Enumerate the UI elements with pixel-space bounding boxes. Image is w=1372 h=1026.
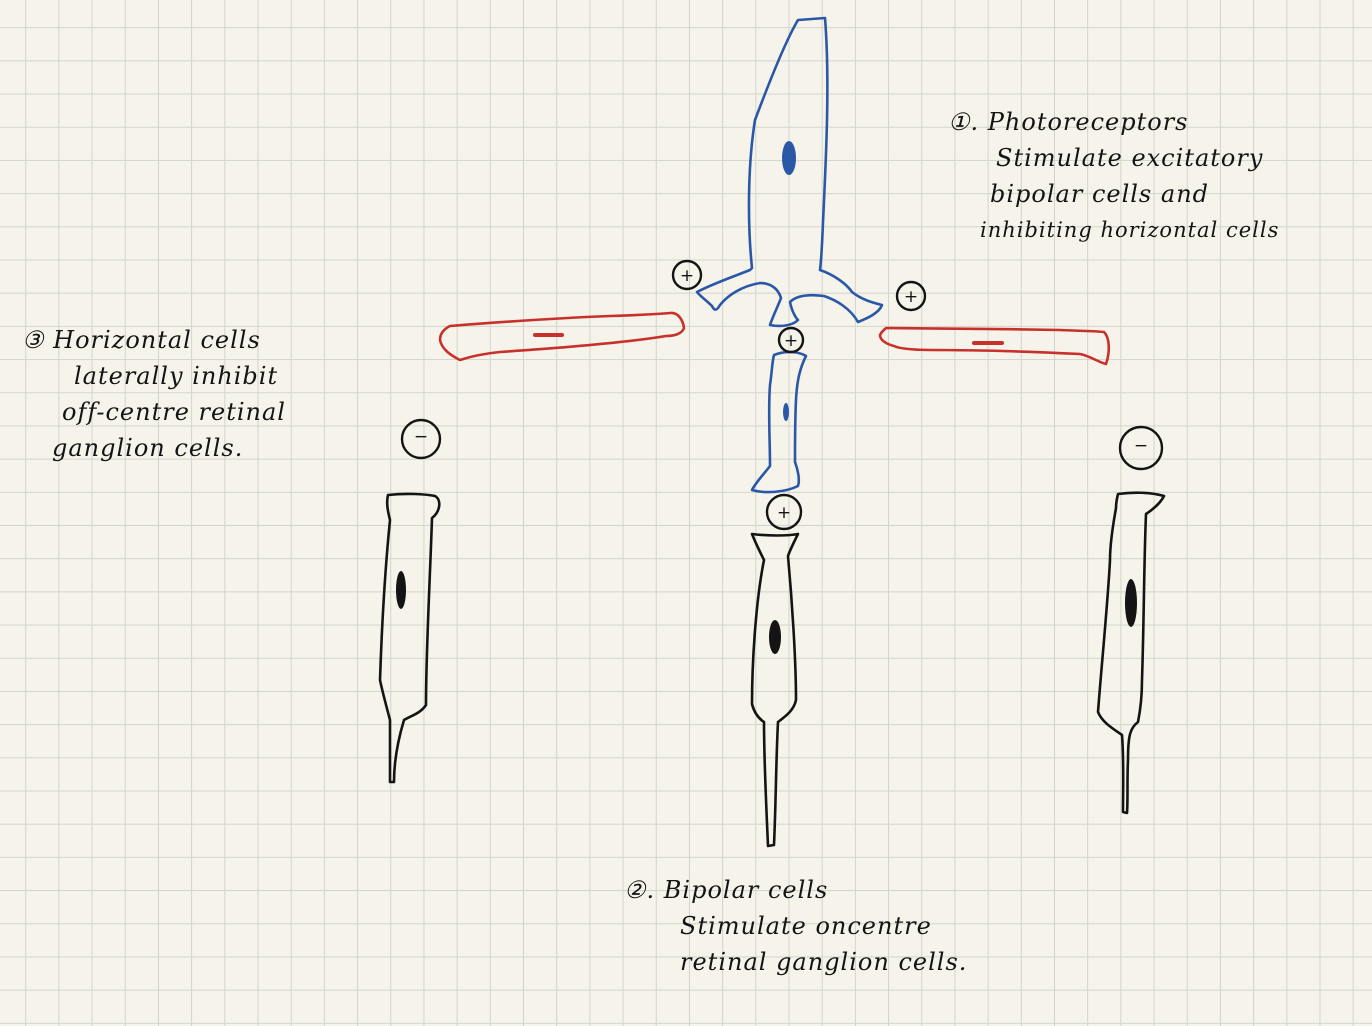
photoreceptor-nucleus bbox=[782, 141, 796, 175]
horizontal-cell-right bbox=[878, 326, 1111, 366]
sign-ganglion-right-symbol: − bbox=[1134, 436, 1148, 456]
bipolar-cell bbox=[750, 350, 808, 494]
sign-ganglion-left: − bbox=[400, 418, 442, 460]
ganglion-nucleus-center bbox=[769, 620, 781, 654]
sign-photo-left: + bbox=[671, 259, 703, 291]
bipolar-note-line-2: Stimulate oncentre bbox=[680, 912, 932, 940]
horizontal-note-line-3: off-centre retinal bbox=[62, 398, 286, 426]
sign-bipolar-ganglion: + bbox=[765, 493, 803, 531]
horizontal-note-line-2: laterally inhibit bbox=[74, 362, 279, 390]
horizontal-note-line-1: ③ Horizontal cells bbox=[22, 326, 261, 354]
photoreceptor-note: ①. Photoreceptors Stimulate excitatory b… bbox=[948, 104, 1348, 248]
horizontal-note: ③ Horizontal cells laterally inhibit off… bbox=[22, 322, 362, 466]
ganglion-cell-right bbox=[1096, 491, 1166, 815]
ganglion-nucleus-right bbox=[1125, 579, 1137, 627]
sign-ganglion-right: − bbox=[1118, 425, 1164, 471]
bipolar-note: ②. Bipolar cells Stimulate oncentre reti… bbox=[624, 872, 1004, 980]
horizontal-note-line-4: ganglion cells. bbox=[52, 434, 244, 462]
horizontal-cell-left bbox=[438, 311, 686, 362]
sign-photo-left-symbol: + bbox=[680, 266, 694, 286]
ganglion-cell-left bbox=[378, 492, 441, 784]
sign-ganglion-left-symbol: − bbox=[414, 427, 428, 447]
photoreceptor-cell bbox=[695, 16, 884, 328]
sign-photo-right-symbol: + bbox=[904, 287, 918, 307]
ganglion-cell-center bbox=[750, 532, 800, 848]
sign-photo-bipolar: + bbox=[777, 326, 805, 354]
bipolar-note-line-3: retinal ganglion cells. bbox=[680, 948, 968, 976]
photoreceptor-note-line-1: ①. Photoreceptors bbox=[948, 108, 1189, 136]
bipolar-nucleus bbox=[783, 403, 789, 421]
photoreceptor-note-line-4: inhibiting horizontal cells bbox=[980, 218, 1280, 242]
photoreceptor-note-line-2: Stimulate excitatory bbox=[996, 144, 1264, 172]
photoreceptor-note-line-3: bipolar cells and bbox=[990, 180, 1210, 208]
bipolar-note-line-1: ②. Bipolar cells bbox=[624, 876, 829, 904]
ganglion-nucleus-left bbox=[396, 571, 406, 609]
sign-bipolar-ganglion-symbol: + bbox=[777, 503, 791, 523]
sign-photo-right: + bbox=[895, 280, 927, 312]
sign-photo-bipolar-symbol: + bbox=[784, 331, 798, 351]
